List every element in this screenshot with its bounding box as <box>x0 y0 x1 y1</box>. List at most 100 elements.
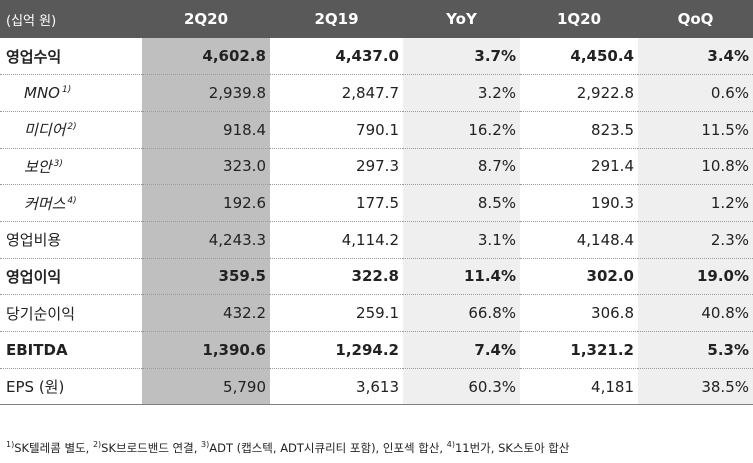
cell-qoq: 38.5% <box>638 368 753 406</box>
cell-2q19: 4,437.0 <box>270 38 403 76</box>
cell-2q20: 4,602.8 <box>142 38 270 76</box>
footnote-text: SK브로드밴드 연결, <box>101 441 202 455</box>
row-label-text: 영업수익 <box>6 47 62 66</box>
table-row-operating-expense: 영업비용 4,243.3 4,114.2 3.1% 4,148.4 2.3% <box>0 221 753 259</box>
cell-2q19: 297.3 <box>270 148 403 186</box>
row-label: MNO 1) <box>0 74 142 112</box>
table-row-mno: MNO 1) 2,939.8 2,847.7 3.2% 2,922.8 0.6% <box>0 74 753 112</box>
cell-2q19: 2,847.7 <box>270 74 403 112</box>
cell-1q20: 823.5 <box>520 111 638 149</box>
cell-2q20: 5,790 <box>142 368 270 406</box>
cell-yoy: 60.3% <box>403 368 520 406</box>
unit-label: (십억 원) <box>6 13 57 29</box>
cell-1q20: 302.0 <box>520 258 638 296</box>
cell-yoy: 3.1% <box>403 221 520 259</box>
row-label: 커머스 4) <box>0 184 142 222</box>
row-label-text: EBITDA <box>6 340 68 359</box>
cell-2q20: 4,243.3 <box>142 221 270 259</box>
column-header-qoq: QoQ <box>677 10 714 28</box>
column-header-2q19: 2Q19 <box>314 10 359 28</box>
column-header-yoy: YoY <box>446 10 477 28</box>
cell-qoq: 19.0% <box>638 258 753 296</box>
table-row-security: 보안 3) 323.0 297.3 8.7% 291.4 10.8% <box>0 148 753 186</box>
table-row-operating-income: 영업이익 359.5 322.8 11.4% 302.0 19.0% <box>0 258 753 296</box>
cell-1q20: 4,450.4 <box>520 38 638 76</box>
cell-2q19: 322.8 <box>270 258 403 296</box>
table-row-eps: EPS (원) 5,790 3,613 60.3% 4,181 38.5% <box>0 368 753 406</box>
row-label: EBITDA <box>0 331 142 369</box>
footnote-mark: 2) <box>92 440 102 450</box>
cell-qoq: 11.5% <box>638 111 753 149</box>
table-row-commerce: 커머스 4) 192.6 177.5 8.5% 190.3 1.2% <box>0 184 753 222</box>
footnote-mark: 3) <box>201 440 210 450</box>
cell-2q19: 259.1 <box>270 294 403 332</box>
row-label: 영업비용 <box>0 221 142 259</box>
row-label-text: 영업비용 <box>6 231 62 250</box>
cell-2q20: 918.4 <box>142 111 270 149</box>
footnote-mark: 1) <box>61 85 72 96</box>
cell-yoy: 3.2% <box>403 74 520 112</box>
cell-2q19: 4,114.2 <box>270 221 403 259</box>
footnote-mark: 3) <box>53 158 63 169</box>
row-label-text: MNO <box>24 84 60 103</box>
cell-yoy: 7.4% <box>403 331 520 369</box>
footnote-mark: 2) <box>67 122 77 133</box>
cell-2q20: 323.0 <box>142 148 270 186</box>
cell-1q20: 291.4 <box>520 148 638 186</box>
row-label-text: 커머스 <box>24 194 66 213</box>
footnote-text: ADT (캡스텍, ADT시큐리티 포함), 인포섹 합산, <box>209 441 447 455</box>
cell-yoy: 16.2% <box>403 111 520 149</box>
table-row-media: 미디어 2) 918.4 790.1 16.2% 823.5 11.5% <box>0 111 753 149</box>
footnotes: 1)SK텔레콤 별도, 2)SK브로드밴드 연결, 3)ADT (캡스텍, AD… <box>6 440 569 456</box>
footnote-mark: 4) <box>446 440 455 450</box>
cell-qoq: 2.3% <box>638 221 753 259</box>
row-label: 미디어 2) <box>0 111 142 149</box>
table-row-operating-revenue: 영업수익 4,602.8 4,437.0 3.7% 4,450.4 3.4% <box>0 38 753 76</box>
cell-yoy: 8.7% <box>403 148 520 186</box>
cell-2q19: 790.1 <box>270 111 403 149</box>
row-label-text: EPS (원) <box>6 378 65 397</box>
row-label-text: 영업이익 <box>6 267 62 286</box>
row-label-text: 보안 <box>24 157 52 176</box>
cell-2q19: 1,294.2 <box>270 331 403 369</box>
financial-table: (십억 원) 2Q20 2Q19 YoY 1Q20 QoQ 영업수익 4,602… <box>0 0 753 406</box>
cell-2q20: 359.5 <box>142 258 270 296</box>
cell-qoq: 1.2% <box>638 184 753 222</box>
cell-1q20: 4,148.4 <box>520 221 638 259</box>
cell-2q19: 3,613 <box>270 368 403 406</box>
cell-1q20: 4,181 <box>520 368 638 406</box>
cell-2q20: 432.2 <box>142 294 270 332</box>
row-label: 영업수익 <box>0 38 142 76</box>
cell-yoy: 11.4% <box>403 258 520 296</box>
cell-1q20: 1,321.2 <box>520 331 638 369</box>
row-label: EPS (원) <box>0 368 142 406</box>
cell-qoq: 40.8% <box>638 294 753 332</box>
cell-2q19: 177.5 <box>270 184 403 222</box>
cell-qoq: 5.3% <box>638 331 753 369</box>
footnote-mark: 1) <box>6 440 15 450</box>
table-row-net-income: 당기순이익 432.2 259.1 66.8% 306.8 40.8% <box>0 294 753 332</box>
row-label-text: 당기순이익 <box>6 304 76 323</box>
cell-1q20: 2,922.8 <box>520 74 638 112</box>
cell-2q20: 1,390.6 <box>142 331 270 369</box>
footnote-text: 11번가, SK스토아 합산 <box>454 441 570 455</box>
cell-yoy: 8.5% <box>403 184 520 222</box>
cell-qoq: 0.6% <box>638 74 753 112</box>
table-header-row: (십억 원) 2Q20 2Q19 YoY 1Q20 QoQ <box>0 0 753 38</box>
row-label: 당기순이익 <box>0 294 142 332</box>
cell-qoq: 10.8% <box>638 148 753 186</box>
row-label: 보안 3) <box>0 148 142 186</box>
cell-qoq: 3.4% <box>638 38 753 76</box>
row-label: 영업이익 <box>0 258 142 296</box>
row-label-text: 미디어 <box>24 121 66 140</box>
table-row-ebitda: EBITDA 1,390.6 1,294.2 7.4% 1,321.2 5.3% <box>0 331 753 369</box>
cell-2q20: 2,939.8 <box>142 74 270 112</box>
cell-yoy: 3.7% <box>403 38 520 76</box>
cell-yoy: 66.8% <box>403 294 520 332</box>
cell-2q20: 192.6 <box>142 184 270 222</box>
cell-1q20: 190.3 <box>520 184 638 222</box>
column-header-1q20: 1Q20 <box>556 10 602 28</box>
footnote-text: SK텔레콤 별도, <box>14 441 93 455</box>
column-header-2q20: 2Q20 <box>183 10 229 28</box>
